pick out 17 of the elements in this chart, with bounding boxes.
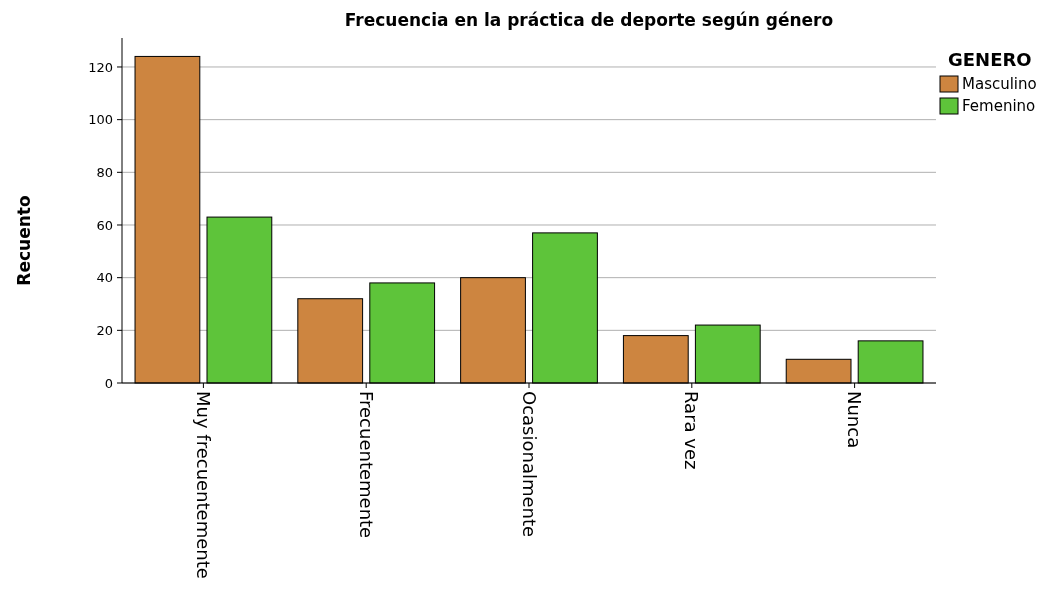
x-tick-label: Frecuentemente [355, 391, 377, 539]
x-tick-label: Rara vez [681, 391, 703, 470]
legend-label: Femenino [962, 97, 1036, 116]
y-axis-title: Recuento [14, 195, 34, 286]
y-tick-label: 100 [88, 112, 113, 128]
y-tick-label: 80 [96, 164, 113, 180]
y-tick-label: 60 [96, 217, 113, 233]
legend-label: Masculino [962, 75, 1037, 94]
legend-title: GENERO [948, 49, 1032, 70]
chart-title: Frecuencia en la práctica de deporte según género [344, 10, 834, 30]
y-tick-label: 40 [96, 270, 113, 286]
y-tick-label: 120 [88, 59, 113, 75]
x-tick-label: Ocasionalmente [518, 391, 540, 538]
x-tick-label: Muy frecuentemente [193, 391, 215, 579]
x-tick-label: Nunca [844, 391, 866, 449]
y-tick-label: 20 [96, 322, 113, 338]
y-tick-label: 0 [104, 375, 113, 391]
